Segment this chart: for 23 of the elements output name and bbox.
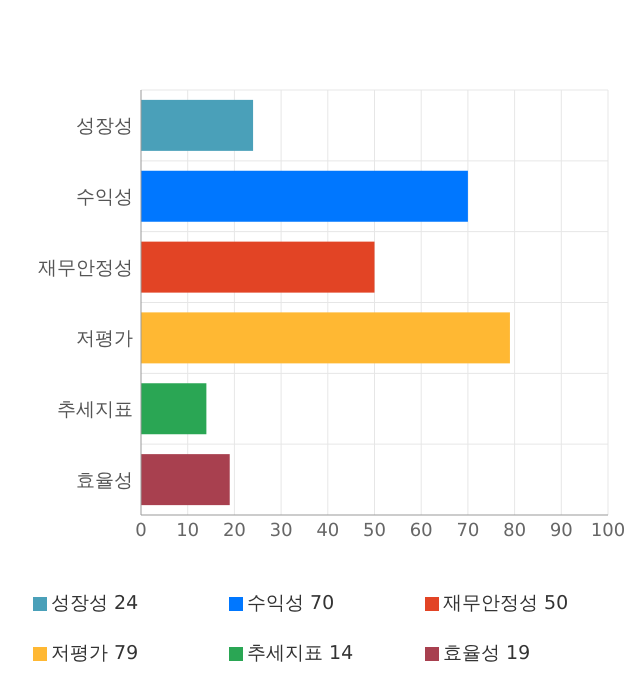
x-tick-label: 10 [176, 520, 200, 541]
legend-label: 성장성 24 [51, 592, 138, 614]
x-tick-label: 60 [410, 520, 433, 541]
x-tick-label: 50 [363, 520, 386, 541]
x-tick-label: 80 [503, 520, 526, 541]
y-tick-label: 수익성 [76, 186, 133, 208]
legend-label: 효율성 19 [443, 642, 530, 664]
x-tick-label: 100 [590, 520, 626, 541]
x-tick-label: 70 [456, 520, 480, 541]
x-tick-label: 0 [135, 520, 147, 541]
x-tick-label: 30 [270, 520, 293, 541]
y-tick-label: 성장성 [76, 115, 133, 138]
x-tick-label: 90 [550, 520, 573, 541]
legend-label: 수익성 70 [247, 592, 334, 614]
y-tick-label: 효율성 [76, 469, 133, 492]
x-tick-label: 40 [316, 520, 340, 541]
y-tick-label: 추세지표 [57, 398, 133, 420]
legend-label: 추세지표 14 [247, 642, 354, 664]
legend-label: 재무안정성 50 [443, 592, 568, 614]
y-tick-label: 재무안정성 [38, 256, 133, 279]
y-tick-label: 저평가 [76, 328, 133, 350]
legend-label: 저평가 79 [51, 642, 138, 664]
x-tick-label: 20 [222, 520, 246, 541]
